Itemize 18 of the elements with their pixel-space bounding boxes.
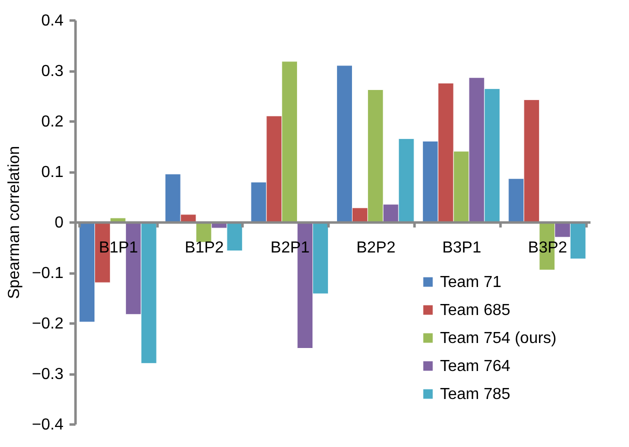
legend-label: Team 764 [440,358,510,375]
x-tick-label: B3P1 [442,240,482,256]
x-tick-label: B2P2 [356,240,396,256]
y-tick-label: 0.2 [41,114,64,130]
y-tick-label: 0.4 [41,12,64,30]
y-tick-label: 0.1 [41,164,64,181]
legend-label: Team 754 (ours) [440,330,556,347]
y-axis-title: Spearman correlation [6,146,23,299]
legend-label: Team 685 [440,302,510,319]
legend-label: Team 785 [440,386,510,403]
y-tick-label: −0.1 [32,265,64,282]
legend-label: Team 71 [440,274,502,291]
y-tick-label: 0 [54,214,64,232]
y-tick-label: −0.4 [32,416,64,434]
y-tick-label: −0.2 [32,316,64,332]
y-tick-label: 0.3 [41,63,64,80]
x-tick-label: B1P2 [184,240,224,256]
y-tick-label: −0.3 [32,366,64,383]
